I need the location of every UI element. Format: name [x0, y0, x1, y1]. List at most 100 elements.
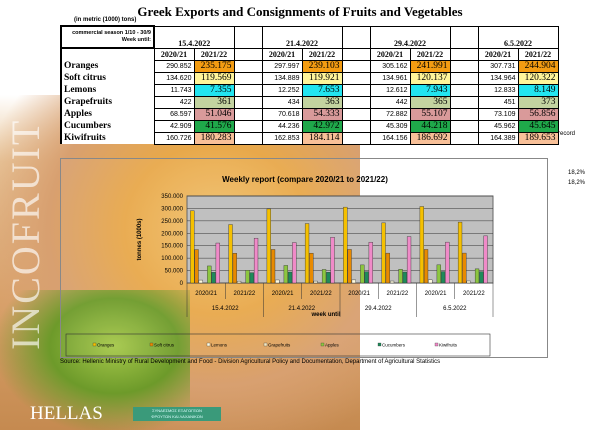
bar-soft-citrus	[232, 253, 237, 284]
value-2021-22: 54.333	[301, 107, 343, 121]
hellas-logo: HELLAS	[30, 403, 103, 424]
value-2020-21: 68.597	[153, 107, 195, 121]
bar-cucumbers	[211, 272, 216, 284]
table-row: Soft citrus 134.620 119.569 134.889 119.921 1…	[60, 71, 559, 85]
value-2021-22: 239.103	[301, 59, 343, 73]
x-group-label: 15.4.2022	[212, 306, 239, 312]
bar-lemons	[351, 279, 356, 284]
season-header: 2021/22	[517, 47, 559, 61]
bar-soft-citrus	[347, 249, 352, 284]
legend-label: Grapefruits	[268, 343, 291, 348]
table-row: Grapefruits 422 361 434 363 442 365 451 373	[60, 95, 559, 109]
exports-table: commercial season 1/10 - 30/9 Week until:…	[60, 25, 559, 145]
bar-apples	[436, 264, 441, 284]
x-tick-label: 2021/22	[234, 291, 256, 297]
season-header: 2020/21	[477, 47, 519, 61]
value-2021-22: 42.972	[301, 119, 343, 133]
legend-swatch	[92, 342, 97, 347]
value-2020-21: 451	[477, 95, 519, 109]
bar-oranges	[228, 224, 233, 284]
product-name: Cucumbers	[60, 120, 155, 132]
incofruit-logo: INCOFRUIT	[3, 118, 48, 350]
value-2021-22: 244.904	[517, 59, 559, 73]
bar-cucumbers	[364, 271, 369, 284]
week-header: 6.5.2022	[477, 25, 559, 49]
x-axis-label: week until	[310, 312, 340, 318]
bar-oranges	[343, 206, 348, 284]
season-header: 2020/21	[369, 47, 411, 61]
value-2021-22: 119.921	[301, 71, 343, 85]
bar-kiwifruits	[330, 237, 335, 284]
value-2021-22: 41.576	[193, 119, 235, 133]
season-header: 2021/22	[409, 47, 451, 61]
y-tick-label: 200.000	[161, 231, 183, 237]
bar-soft-citrus	[462, 252, 467, 284]
value-2020-21: 164.389	[477, 131, 519, 145]
value-2021-22: 365	[409, 95, 451, 109]
bar-lemons	[198, 279, 203, 284]
value-2020-21: 434	[261, 95, 303, 109]
value-2020-21: 422	[153, 95, 195, 109]
legend-label: Kiwifruits	[439, 343, 458, 348]
value-2020-21: 290.852	[153, 59, 195, 73]
bar-apples	[474, 268, 480, 284]
value-2020-21: 164.156	[369, 131, 411, 145]
value-2020-21: 442	[369, 95, 411, 109]
pct-label: 18,2%	[568, 170, 586, 176]
bar-cucumbers	[249, 272, 254, 284]
x-tick-label: 2020/21	[348, 291, 370, 297]
value-2020-21: 45.962	[477, 119, 519, 133]
value-2021-22: 44.218	[409, 119, 451, 133]
bar-lemons	[428, 279, 433, 284]
background-lime	[0, 290, 190, 430]
season-header: 2021/22	[193, 47, 235, 61]
value-2021-22: 7.653	[301, 83, 343, 97]
bar-oranges	[381, 222, 386, 284]
bar-soft-citrus	[309, 252, 314, 284]
bar-cucumbers	[402, 271, 407, 284]
value-2020-21: 134.961	[369, 71, 411, 85]
bar-lemons	[466, 280, 471, 284]
unit-note: (in metric (1000) tons)	[74, 17, 137, 23]
value-2020-21: 73.109	[477, 107, 519, 121]
value-2021-22: 180.283	[193, 131, 235, 145]
bar-soft-citrus	[194, 249, 199, 284]
product-name: Apples	[60, 108, 155, 120]
value-2021-22: 45.645	[517, 119, 559, 133]
x-group-label: 21.4.2022	[288, 306, 315, 312]
value-2020-21: 134.620	[153, 71, 195, 85]
season-header: 2020/21	[153, 47, 195, 61]
legend-label: Oranges	[97, 343, 115, 348]
source-note: Source: Hellenic Ministry of Rural Devel…	[60, 359, 441, 365]
bar-soft-citrus	[385, 252, 390, 284]
bar-oranges	[304, 223, 310, 284]
season-header: 2021/22	[301, 47, 343, 61]
x-tick-label: 2020/21	[272, 291, 294, 297]
table-row: Kiwifruits 160.726 180.283 162.853 184.114 16…	[60, 131, 559, 145]
product-name: Lemons	[60, 84, 155, 96]
value-2020-21: 11.743	[153, 83, 195, 97]
value-2020-21: 72.882	[369, 107, 411, 121]
bar-kiwifruits	[215, 242, 220, 284]
x-tick-label: 2021/22	[463, 291, 485, 297]
page-title: Greek Exports and Consignments of Fruits…	[137, 4, 463, 19]
value-2021-22: 56.856	[517, 107, 559, 121]
chart-title: Weekly report (compare 2020/21 to 2021/2…	[222, 175, 388, 184]
value-2021-22: 241.991	[409, 59, 451, 73]
y-tick-label: 300.000	[161, 206, 183, 212]
value-2020-21: 44.236	[261, 119, 303, 133]
legend-swatch	[377, 342, 382, 347]
value-2020-21: 45.309	[369, 119, 411, 133]
week-header: 21.4.2022	[261, 25, 343, 49]
product-name: Soft citrus	[60, 72, 155, 84]
value-2020-21: 160.726	[153, 131, 195, 145]
bar-apples	[398, 269, 403, 284]
legend-label: Lemons	[211, 343, 228, 348]
y-tick-label: 50.000	[165, 269, 184, 275]
bar-apples	[207, 265, 212, 284]
bar-cucumbers	[326, 272, 331, 284]
value-2021-22: 120.137	[409, 71, 451, 85]
value-2020-21: 307.731	[477, 59, 519, 73]
table-row: Lemons 11.743 7.355 12.252 7.653 12.612 7.943 1…	[60, 83, 559, 97]
bar-oranges	[419, 206, 424, 284]
